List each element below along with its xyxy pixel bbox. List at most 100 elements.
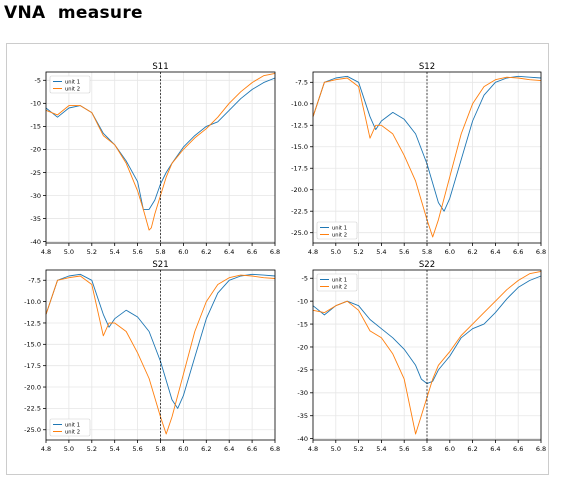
legend-label: unit 2 <box>332 232 347 238</box>
x-tick-label: 5.0 <box>64 445 74 453</box>
legend-label: unit 1 <box>65 79 80 85</box>
x-tick-label: 5.2 <box>87 445 97 453</box>
legend-label: unit 1 <box>332 277 347 283</box>
x-tick-label: 5.6 <box>399 445 409 453</box>
y-tick-label: -7.5 <box>28 277 41 285</box>
x-tick-label: 5.0 <box>331 248 341 256</box>
x-tick-label: 5.4 <box>376 248 386 256</box>
y-tick-label: -10 <box>297 297 308 305</box>
y-tick-label: -20.0 <box>24 383 41 391</box>
y-tick-label: -25 <box>297 366 308 374</box>
y-tick-label: -25.0 <box>24 426 41 434</box>
y-tick-label: -40 <box>297 435 308 443</box>
x-tick-label: 6.8 <box>536 445 546 453</box>
x-tick-label: 6.0 <box>178 445 188 453</box>
x-tick-label: 5.8 <box>422 248 432 256</box>
x-tick-label: 5.4 <box>110 248 120 256</box>
series-line-unit-2 <box>45 72 276 231</box>
y-tick-label: -12.5 <box>291 122 308 130</box>
x-tick-label: 6.2 <box>467 445 477 453</box>
x-tick-label: 5.6 <box>132 445 142 453</box>
x-tick-label: 5.6 <box>132 248 142 256</box>
y-tick-label: -17.5 <box>24 362 41 370</box>
y-tick-label: -10.0 <box>291 100 308 108</box>
y-tick-label: -20 <box>297 343 308 351</box>
series-line-unit-2 <box>45 274 276 435</box>
x-tick-label: 6.2 <box>467 248 477 256</box>
x-tick-label: 5.8 <box>155 248 165 256</box>
x-tick-label: 6.8 <box>270 445 280 453</box>
y-tick-label: -10.0 <box>24 298 41 306</box>
x-tick-label: 5.4 <box>110 445 120 453</box>
x-tick-label: 6.8 <box>270 248 280 256</box>
x-tick-label: 5.6 <box>399 248 409 256</box>
y-tick-label: -15 <box>297 320 308 328</box>
y-tick-label: -35 <box>30 215 41 223</box>
x-tick-label: 5.4 <box>376 445 386 453</box>
x-tick-label: 5.2 <box>87 248 97 256</box>
legend-label: unit 2 <box>65 429 80 435</box>
x-tick-label: 4.8 <box>41 445 51 453</box>
y-tick-label: -22.5 <box>24 405 41 413</box>
chart-s11: 4.8 5.0 5.2 5.4 5.6 5.8 6.0 6.2 6.4 6.6 6.8 -5 -10 -1… <box>30 62 280 256</box>
x-tick-label: 6.0 <box>445 248 455 256</box>
legend-label: unit 2 <box>65 86 80 92</box>
x-tick-label: 5.0 <box>331 445 341 453</box>
chart-s22: 4.8 5.0 5.2 5.4 5.6 5.8 6.0 6.2 6.4 6.6 6.8 -5 -10 -1… <box>297 260 546 453</box>
y-tick-label: -15 <box>30 123 41 131</box>
chart-s12: 4.8 5.0 5.2 5.4 5.6 5.8 6.0 6.2 6.4 6.6 6.8 -7.5 -10… <box>291 62 546 256</box>
y-tick-label: -12.5 <box>24 319 41 327</box>
y-tick-label: -20 <box>30 146 41 154</box>
y-tick-label: -5 <box>302 275 308 283</box>
chart-s21: 4.8 5.0 5.2 5.4 5.6 5.8 6.0 6.2 6.4 6.6 6.8 -7.5 -10… <box>24 260 280 453</box>
y-tick-label: -10 <box>30 100 41 108</box>
legend-label: unit 1 <box>332 225 347 231</box>
y-tick-label: -35 <box>297 412 308 420</box>
x-tick-label: 6.2 <box>201 445 211 453</box>
plot-frame <box>45 269 276 441</box>
x-tick-label: 6.0 <box>445 445 455 453</box>
plot-frame <box>45 71 276 244</box>
y-tick-label: -15.0 <box>291 143 308 151</box>
x-tick-label: 6.6 <box>513 445 523 453</box>
plot-frame <box>312 269 542 441</box>
legend-label: unit 2 <box>332 284 347 290</box>
chart-title: S22 <box>419 260 435 270</box>
y-tick-label: -25.0 <box>291 229 308 237</box>
y-tick-label: -30 <box>30 192 41 200</box>
x-tick-label: 4.8 <box>308 248 318 256</box>
y-tick-label: -22.5 <box>291 208 308 216</box>
x-tick-label: 5.2 <box>353 445 363 453</box>
x-tick-label: 4.8 <box>41 248 51 256</box>
plot-frame <box>312 71 542 244</box>
y-tick-label: -30 <box>297 389 308 397</box>
y-tick-label: -25 <box>30 169 41 177</box>
x-tick-label: 6.2 <box>201 248 211 256</box>
series-line-unit-2 <box>312 270 542 435</box>
x-tick-label: 5.0 <box>64 248 74 256</box>
y-tick-label: -5 <box>35 77 41 85</box>
x-tick-label: 6.4 <box>224 248 234 256</box>
chart-title: S12 <box>419 62 435 72</box>
y-tick-label: -17.5 <box>291 165 308 173</box>
x-tick-label: 6.0 <box>178 248 188 256</box>
legend-label: unit 1 <box>65 422 80 428</box>
x-tick-label: 5.8 <box>422 445 432 453</box>
chart-title: S21 <box>152 260 168 270</box>
x-tick-label: 6.6 <box>247 445 257 453</box>
x-tick-label: 6.4 <box>490 445 500 453</box>
x-tick-label: 6.6 <box>513 248 523 256</box>
y-tick-label: -15.0 <box>24 341 41 349</box>
x-tick-label: 6.4 <box>224 445 234 453</box>
x-tick-label: 4.8 <box>308 445 318 453</box>
x-tick-label: 6.8 <box>536 248 546 256</box>
y-tick-label: -20.0 <box>291 186 308 194</box>
x-tick-label: 5.8 <box>155 445 165 453</box>
x-tick-label: 6.4 <box>490 248 500 256</box>
figure-frame <box>6 43 549 475</box>
